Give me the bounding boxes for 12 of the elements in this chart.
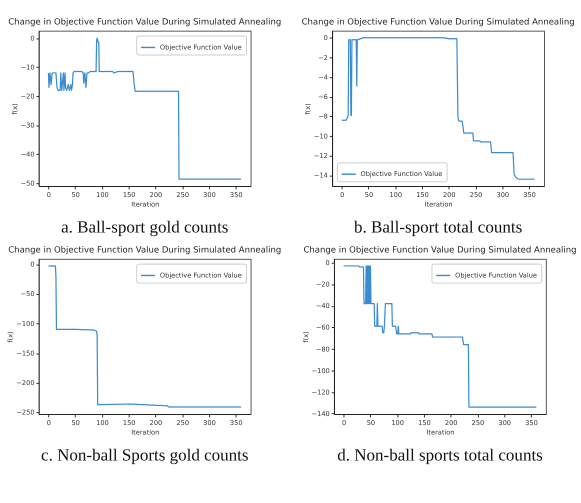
line-series xyxy=(341,37,536,180)
text: d. Non-ball sports total counts xyxy=(337,445,543,464)
text: a. Ball-sport gold counts xyxy=(61,217,228,236)
chart-title: Change in Objective Function Value During Simulated Annealing xyxy=(8,17,282,28)
line-series xyxy=(343,265,537,408)
chart-title: Change in Objective Function Value During Simulated Annealing xyxy=(303,245,577,256)
chart-title: Change in Objective Function Value During Simulated Annealing xyxy=(8,245,282,256)
line-series xyxy=(48,38,242,180)
text: c. Non-ball Sports gold counts xyxy=(41,445,249,464)
text: b. Ball-sport total counts xyxy=(354,217,522,236)
line-series xyxy=(48,265,242,408)
chart-title: Change in Objective Function Value During Simulated Annealing xyxy=(302,17,575,28)
